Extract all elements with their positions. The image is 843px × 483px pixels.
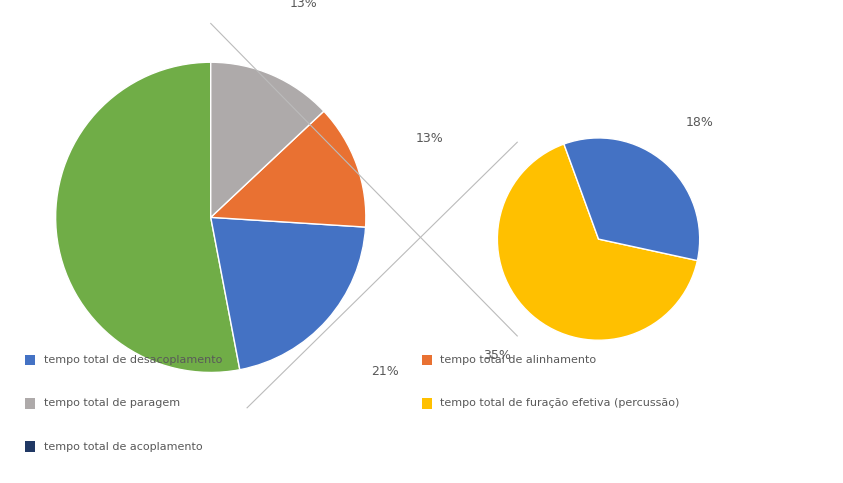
Bar (422, 398, 432, 409)
Wedge shape (497, 144, 697, 340)
Wedge shape (564, 138, 700, 260)
Wedge shape (211, 62, 324, 217)
Text: tempo total de alinhamento: tempo total de alinhamento (440, 355, 596, 365)
Bar (25, 441, 35, 452)
Text: 35%: 35% (483, 349, 511, 362)
Text: tempo total de furação efetiva (percussão): tempo total de furação efetiva (percussã… (440, 398, 679, 408)
Text: tempo total de acoplamento: tempo total de acoplamento (44, 442, 202, 452)
Text: 18%: 18% (686, 116, 714, 129)
Text: 13%: 13% (416, 132, 443, 145)
Bar (422, 355, 432, 365)
Bar (25, 355, 35, 365)
Bar (25, 398, 35, 409)
Wedge shape (56, 62, 239, 372)
Wedge shape (211, 111, 366, 227)
Text: tempo total de desacoplamento: tempo total de desacoplamento (44, 355, 223, 365)
Wedge shape (211, 217, 366, 369)
Text: 21%: 21% (372, 365, 399, 378)
Text: 13%: 13% (289, 0, 317, 10)
Text: tempo total de paragem: tempo total de paragem (44, 398, 180, 408)
